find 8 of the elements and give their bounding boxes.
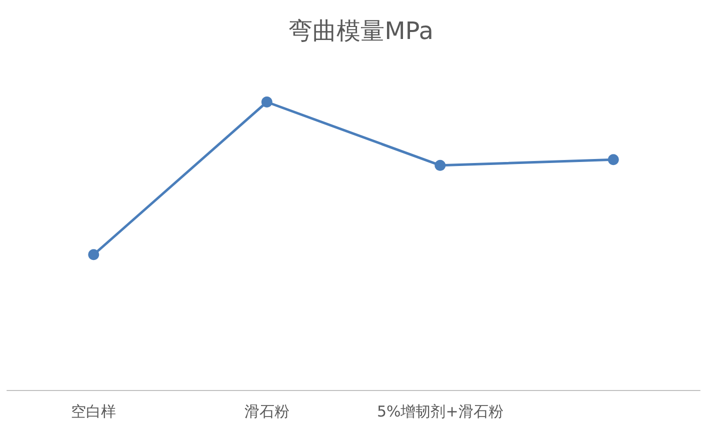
point — [261, 96, 272, 108]
point — [88, 249, 100, 260]
chart-title: 弯曲模量MPa — [288, 17, 434, 45]
x-tick-label: 空白样 — [71, 402, 116, 420]
point — [434, 160, 446, 171]
x-tick-label: 滑石粉 — [244, 402, 290, 420]
point — [608, 154, 619, 166]
x-tick-label: 5%增韧剂+滑石粉 — [376, 402, 504, 420]
